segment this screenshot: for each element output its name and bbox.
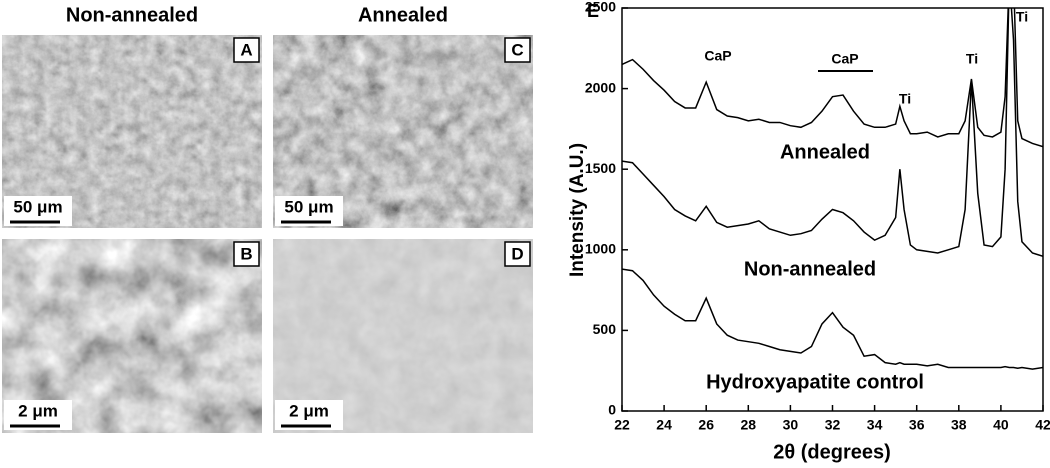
letter-box [504,241,531,267]
series-line [622,8,1043,257]
sem-image [0,33,264,230]
column-header: Non-annealed [66,4,198,26]
x-tick-label: 28 [741,417,757,433]
series-label: Annealed [780,141,870,163]
x-tick-label: 32 [825,417,841,433]
letter-box [504,37,531,63]
y-tick-label: 1000 [585,241,616,257]
panel-letter: C [511,40,523,59]
x-tick-label: 30 [783,417,799,433]
peak-annotation: Ti [899,91,911,107]
x-tick-label: 40 [993,417,1009,433]
peak-annotation: Ti [1016,9,1028,25]
sem-image [271,33,535,230]
x-tick-label: 34 [867,417,883,433]
y-tick-label: 2000 [585,79,616,95]
x-tick-label: 22 [614,417,630,433]
panel-letter: A [240,40,252,59]
y-tick-label: 1500 [585,160,616,176]
y-tick-label: 0 [608,402,616,418]
x-tick-label: 26 [698,417,714,433]
x-tick-label: 24 [656,417,672,433]
peak-annotation: CaP [704,48,731,64]
x-tick-label: 42 [1035,417,1050,433]
scale-label: 50 μm [284,197,333,216]
letter-box [233,37,260,63]
panel-letter: D [511,244,523,263]
panel-letter: B [240,244,252,263]
x-axis-label: 2θ (degrees) [773,441,891,463]
scale-label: 2 μm [18,401,58,420]
column-header: Annealed [358,4,448,26]
panel-letter: E [587,1,599,21]
series-line [622,8,1043,148]
y-tick-label: 500 [593,321,617,337]
y-axis-label: Intensity (A.U.) [567,143,588,277]
series-label: Hydroxyapatite control [706,371,924,393]
peak-annotation: CaP [831,51,858,67]
letter-box [233,241,260,267]
series-line [622,268,1043,370]
scale-label: 2 μm [289,401,329,420]
y-tick-label: 2500 [585,0,616,15]
series-label: Non-annealed [744,258,876,280]
x-tick-label: 36 [909,417,925,433]
scale-label: 50 μm [13,197,62,216]
peak-annotation: Ti [966,51,978,67]
x-tick-label: 38 [951,417,967,433]
